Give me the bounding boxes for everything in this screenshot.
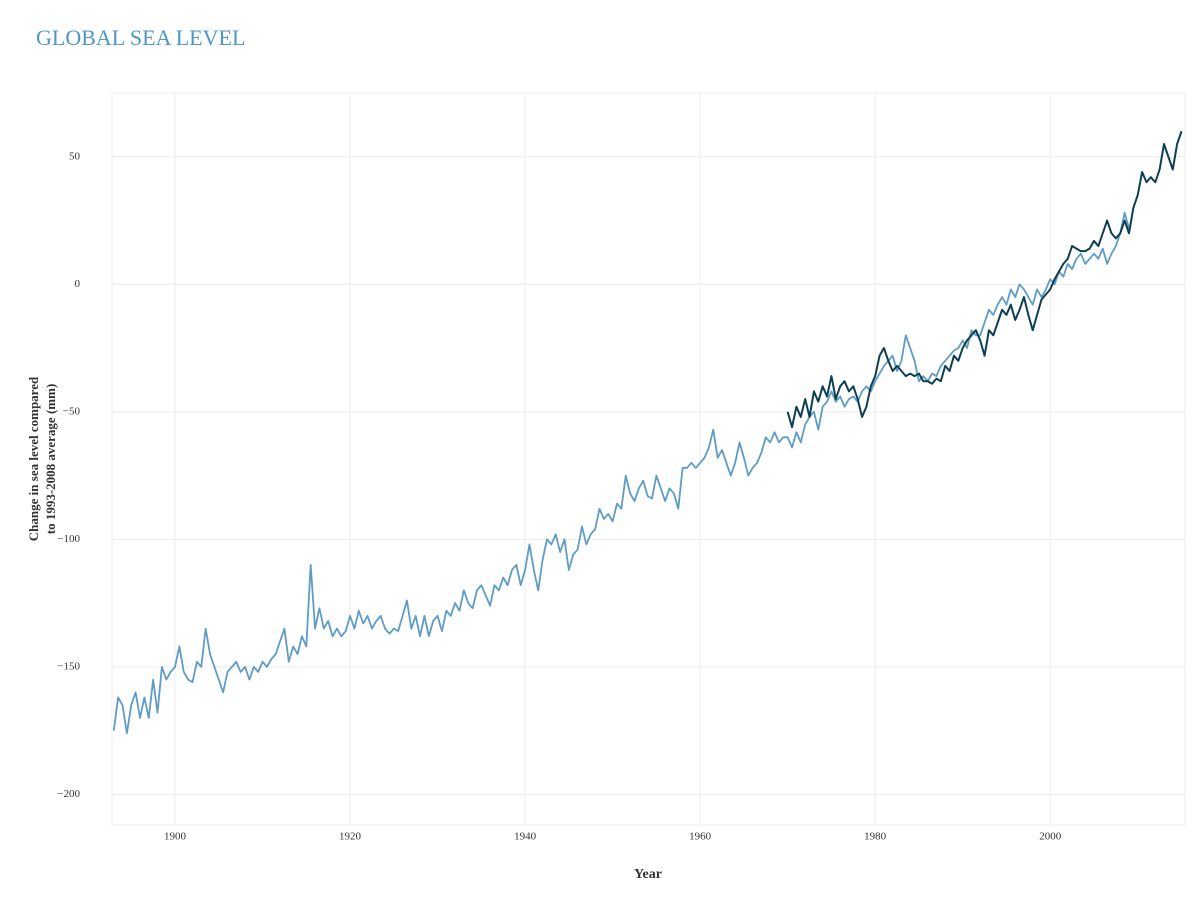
- x-tick-label: 1920: [339, 831, 362, 843]
- x-tick-label: 1900: [164, 831, 187, 843]
- x-tick-label: 1980: [864, 831, 887, 843]
- data-line: [786, 130, 1183, 429]
- chart-title: GLOBAL SEA LEVEL: [36, 25, 245, 50]
- data-line: [112, 211, 1130, 735]
- y-tick-label: −100: [57, 533, 80, 545]
- y-tick-label: −50: [63, 405, 81, 417]
- x-axis-label: Year: [634, 867, 662, 882]
- y-axis-label: to 1993-2008 average (mm): [43, 384, 58, 535]
- y-tick-label: −150: [57, 660, 80, 672]
- x-tick-label: 1940: [514, 831, 537, 843]
- y-tick-label: −200: [57, 788, 80, 800]
- plot-frame: [111, 92, 1186, 826]
- x-tick-label: 2000: [1039, 831, 1062, 843]
- y-tick-label: 0: [75, 278, 81, 290]
- y-tick-label: 50: [69, 150, 81, 162]
- x-tick-label: 1960: [689, 831, 712, 843]
- y-axis-label: Change in sea level compared: [26, 376, 41, 541]
